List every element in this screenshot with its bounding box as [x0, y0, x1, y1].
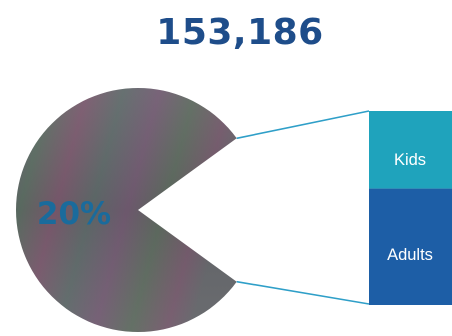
connector-line-bottom	[236, 280, 370, 305]
total-value: 153,186	[156, 12, 323, 53]
pie-slice-main-shading	[16, 87, 237, 332]
pie-percent-label: 20%	[37, 196, 111, 232]
bar-segment-adults	[369, 188, 452, 305]
bar-segment-kids	[369, 111, 452, 189]
connector-line-top	[236, 110, 370, 140]
bar-segment-adults-label: Adults	[387, 246, 433, 264]
bar-segment-kids-label: Kids	[394, 151, 426, 169]
